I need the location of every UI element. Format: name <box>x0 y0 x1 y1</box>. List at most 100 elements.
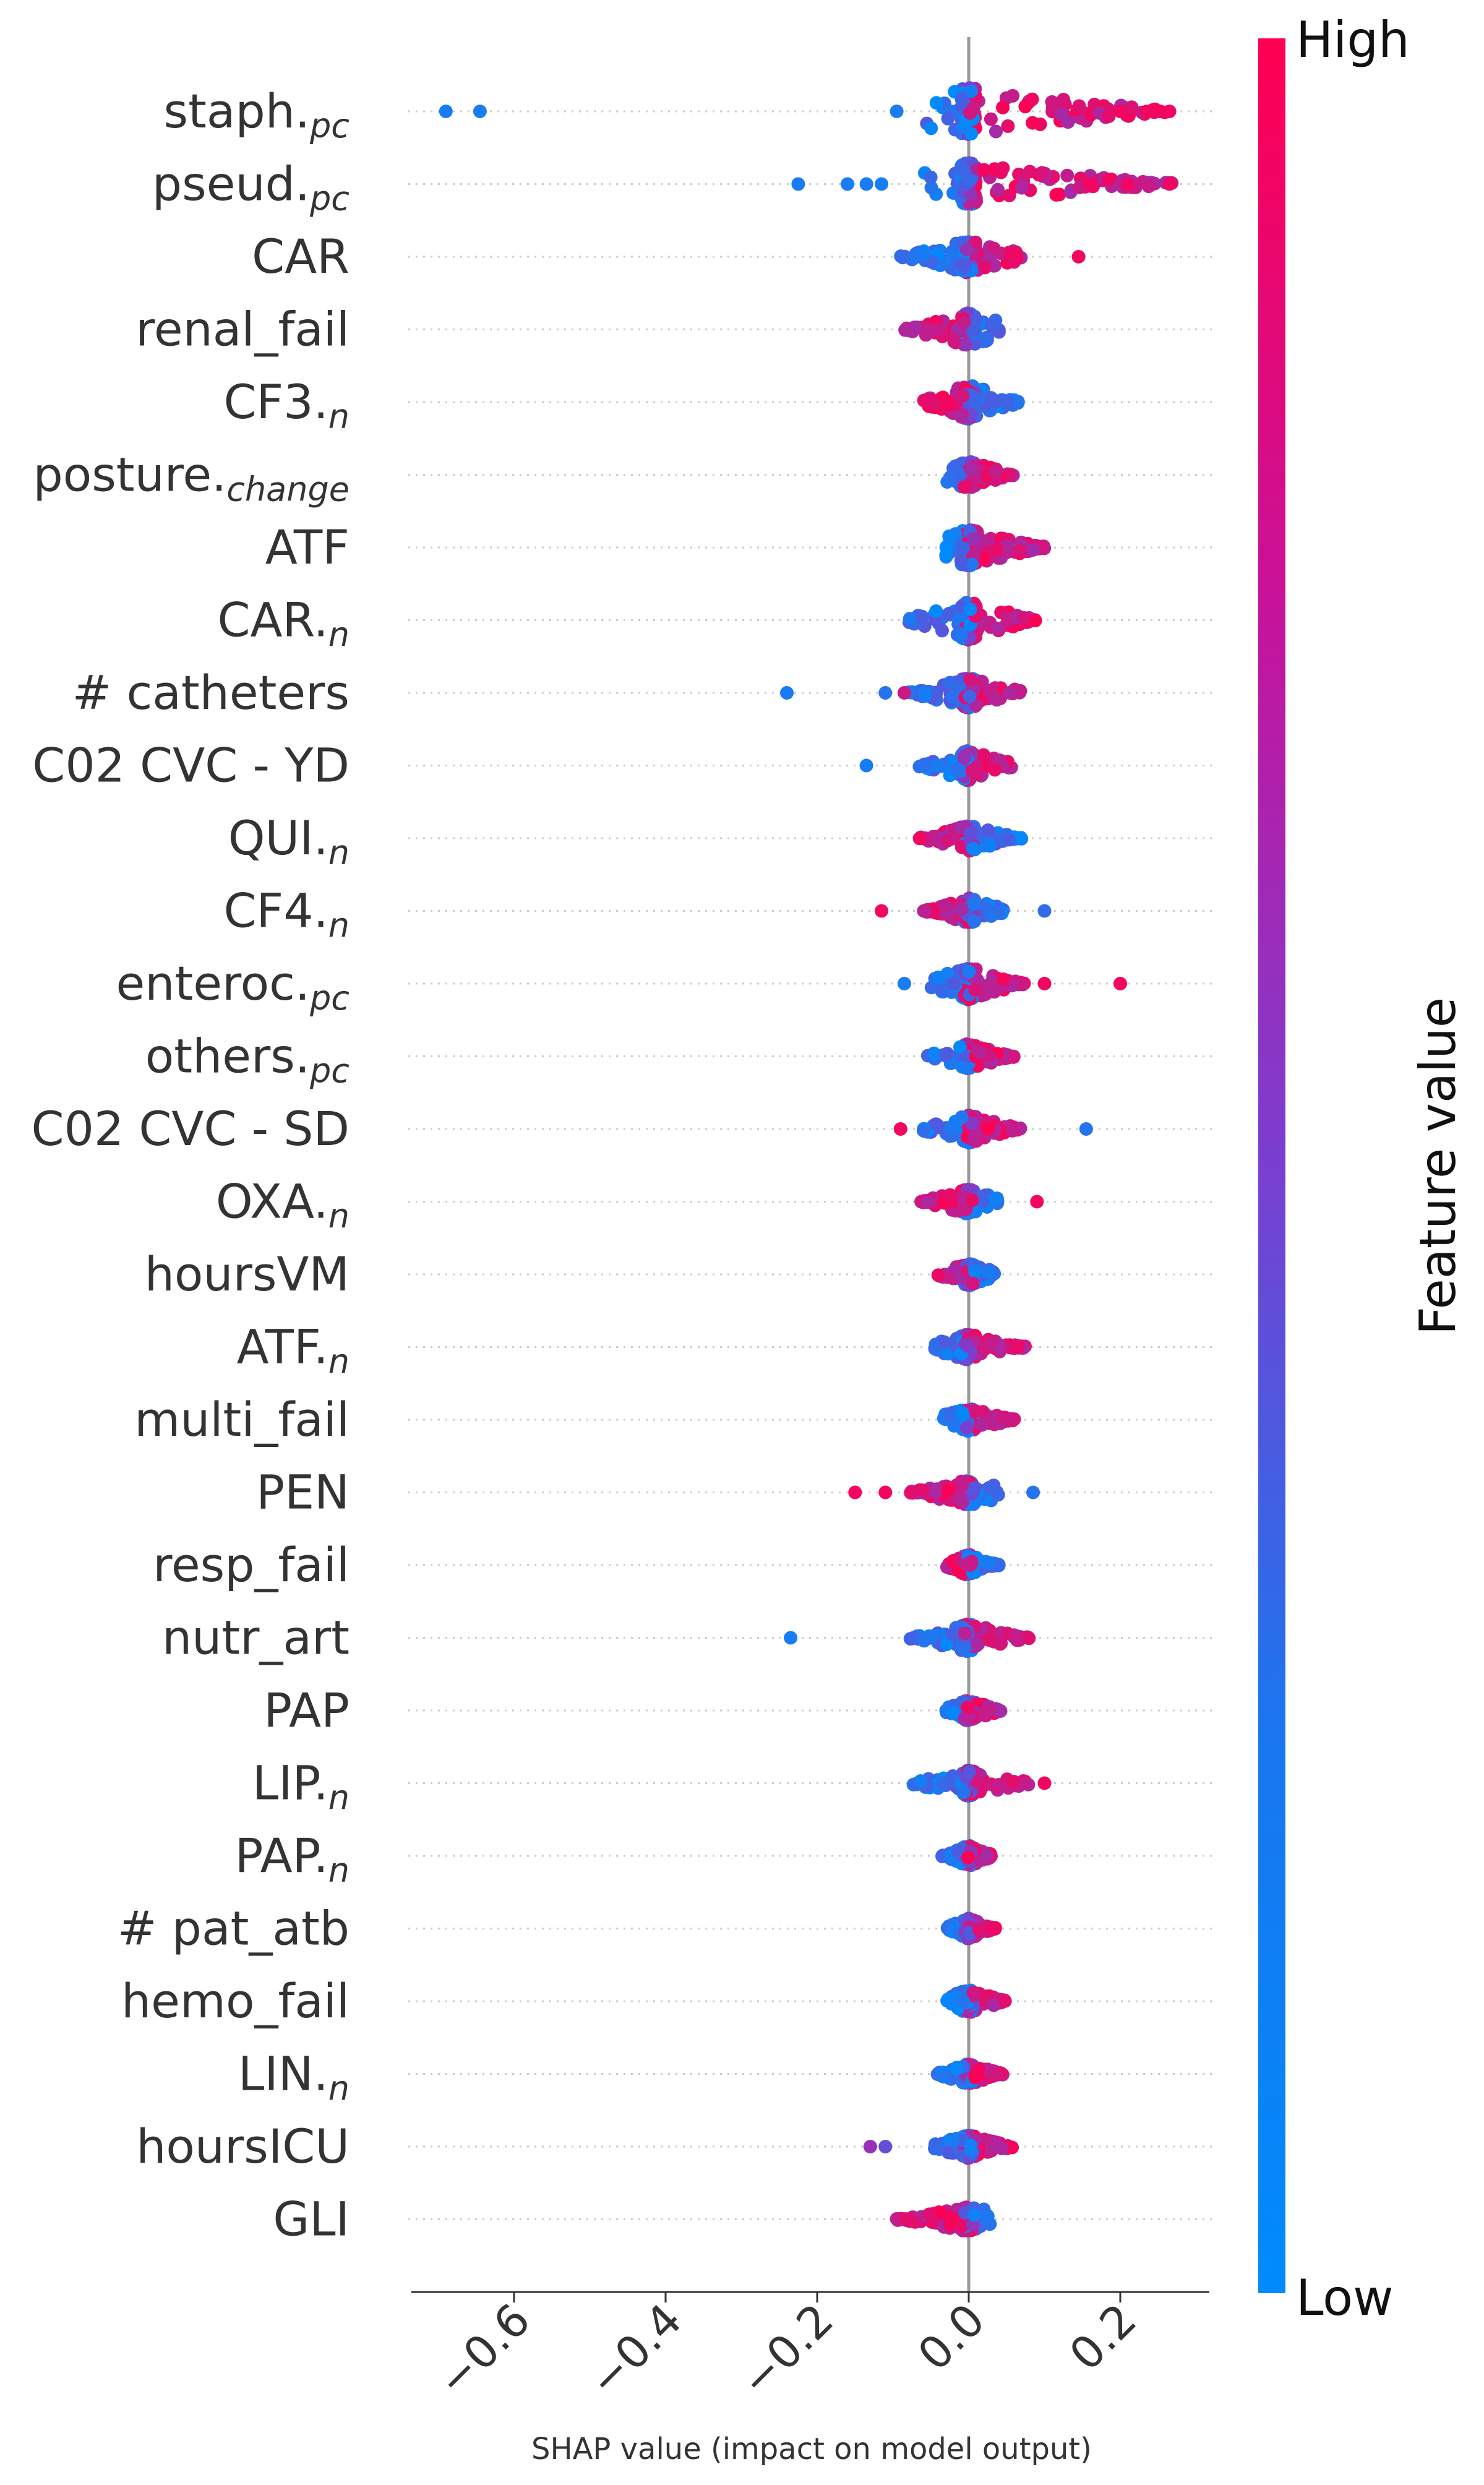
data-point <box>964 462 978 476</box>
data-point <box>898 323 912 337</box>
data-point <box>958 751 971 765</box>
data-point <box>990 693 1004 707</box>
data-point <box>984 112 998 126</box>
data-point <box>959 1338 974 1352</box>
data-point <box>986 2066 1000 2080</box>
data-points <box>439 81 1179 2238</box>
feature-label: pseud.pc <box>152 157 350 218</box>
data-point-outlier <box>1121 177 1135 191</box>
data-point <box>986 1922 1000 1936</box>
data-point <box>964 84 978 98</box>
data-point <box>967 1133 981 1148</box>
data-point <box>1102 173 1115 186</box>
data-point <box>967 2208 981 2222</box>
data-point <box>917 393 931 408</box>
data-point <box>1003 685 1016 700</box>
data-point-outlier <box>1113 105 1127 118</box>
data-point <box>967 914 981 929</box>
data-point <box>976 1194 990 1208</box>
data-point <box>927 396 941 410</box>
data-point-outlier <box>897 686 911 700</box>
data-point-outlier <box>784 1631 798 1645</box>
data-point <box>1026 543 1040 557</box>
data-point <box>958 316 972 330</box>
data-point <box>1016 977 1030 992</box>
data-point <box>977 260 992 274</box>
data-point <box>1018 1776 1032 1790</box>
data-point <box>947 977 961 991</box>
feature-label: staph.pc <box>163 84 350 145</box>
data-point <box>917 249 931 263</box>
data-point <box>983 839 997 853</box>
data-point-outlier <box>1139 105 1154 118</box>
data-point <box>929 604 943 618</box>
data-point <box>954 628 968 642</box>
data-point-outlier <box>1162 177 1177 191</box>
data-point <box>963 689 977 703</box>
feature-label: others.pc <box>145 1029 350 1091</box>
feature-label: # pat_atb <box>118 1901 350 1956</box>
data-point <box>947 335 961 349</box>
data-point <box>953 1040 967 1054</box>
data-point <box>943 1409 957 1423</box>
data-point <box>945 1997 958 2011</box>
data-point-outlier <box>897 977 911 990</box>
data-point <box>1006 1049 1021 1063</box>
colorbar-high-label: High <box>1296 11 1410 69</box>
feature-label: renal_fail <box>135 302 350 357</box>
data-point <box>1006 88 1020 103</box>
data-point <box>958 337 972 351</box>
data-point <box>1060 168 1074 182</box>
data-point <box>920 1195 934 1209</box>
data-point-outlier <box>1162 105 1177 118</box>
data-point <box>937 1335 951 1349</box>
feature-label: nutr_art <box>162 1610 350 1665</box>
data-point <box>919 689 933 703</box>
data-point <box>914 1774 928 1788</box>
feature-label: C02 CVC - SD <box>31 1101 350 1156</box>
data-point <box>924 181 938 195</box>
data-point <box>957 1785 971 1800</box>
feature-label: CF3.n <box>223 374 350 436</box>
data-point <box>988 763 1002 777</box>
data-point <box>979 332 993 346</box>
data-point <box>966 842 980 856</box>
data-point <box>1005 1123 1019 1138</box>
feature-labels: staph.pcpseud.pcCARrenal_failCF3.npostur… <box>31 84 350 2247</box>
data-point-outlier <box>1037 1776 1052 1790</box>
data-point <box>942 607 956 620</box>
data-point <box>972 2063 986 2077</box>
data-point <box>917 1123 931 1138</box>
data-point <box>1049 187 1063 202</box>
feature-label: resp_fail <box>153 1537 350 1592</box>
data-point <box>936 2069 950 2084</box>
data-point <box>936 1777 950 1790</box>
data-point-outlier <box>1030 1195 1044 1209</box>
data-point <box>899 2212 912 2226</box>
data-point <box>945 2133 959 2147</box>
data-point <box>963 826 977 840</box>
data-point <box>982 1633 996 1647</box>
data-point <box>963 672 977 687</box>
data-point <box>963 173 977 187</box>
data-point <box>963 106 977 120</box>
data-point <box>983 1336 997 1350</box>
row-guides <box>408 110 1212 2220</box>
data-point <box>942 2210 956 2224</box>
data-point <box>969 765 983 779</box>
data-point <box>961 1700 975 1714</box>
data-point <box>954 1110 969 1124</box>
data-point <box>980 2209 995 2223</box>
data-point <box>942 398 956 413</box>
data-point <box>968 1481 982 1495</box>
feature-label: LIN.n <box>238 2046 350 2108</box>
data-point <box>989 124 1003 139</box>
data-point <box>950 762 964 776</box>
data-point <box>1026 116 1040 130</box>
feature-label: hoursVM <box>145 1247 350 1302</box>
data-point <box>977 163 991 177</box>
data-point <box>929 1117 943 1131</box>
feature-label: hemo_fail <box>121 1973 350 2028</box>
data-point <box>961 1558 976 1572</box>
